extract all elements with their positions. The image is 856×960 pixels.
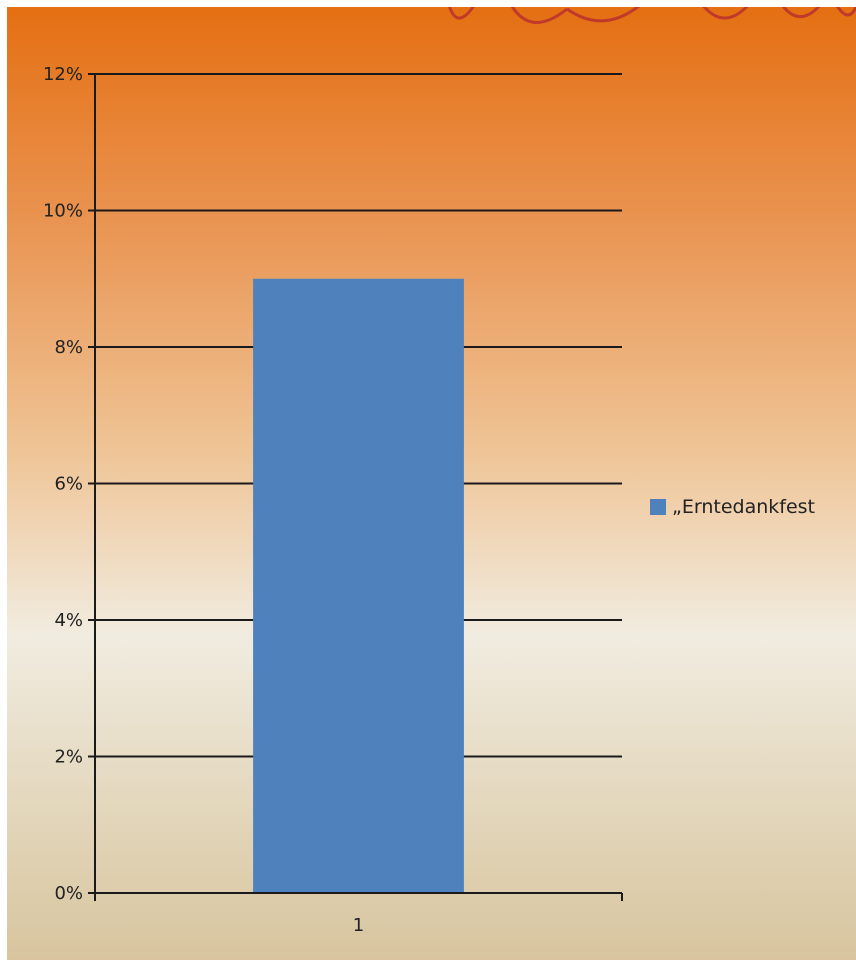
y-tick-label: 4% — [54, 610, 83, 631]
bars — [253, 278, 464, 893]
y-tick-label: 2% — [54, 747, 83, 768]
bar — [253, 278, 464, 893]
y-tick-labels: 0% 2% 4% 6% 8% 10% 12% — [43, 64, 83, 904]
legend-label: „Erntedankfest — [672, 496, 815, 518]
y-tick-label: 6% — [54, 474, 83, 495]
x-tick-label: 1 — [353, 915, 364, 936]
y-tick-label: 12% — [43, 64, 83, 85]
bar-chart: 0% 2% 4% 6% 8% 10% 12% 1 „Erntedankfest — [43, 64, 815, 936]
legend-swatch — [650, 499, 666, 515]
axes — [88, 73, 623, 901]
x-tick-labels: 1 — [353, 915, 364, 936]
y-tick-label: 10% — [43, 201, 83, 222]
legend: „Erntedankfest — [650, 496, 815, 518]
y-tick-label: 8% — [54, 337, 83, 358]
slide-background: 0% 2% 4% 6% 8% 10% 12% 1 „Erntedankfest — [7, 7, 856, 960]
decorative-ornament — [448, 7, 856, 24]
y-tick-label: 0% — [54, 883, 83, 904]
